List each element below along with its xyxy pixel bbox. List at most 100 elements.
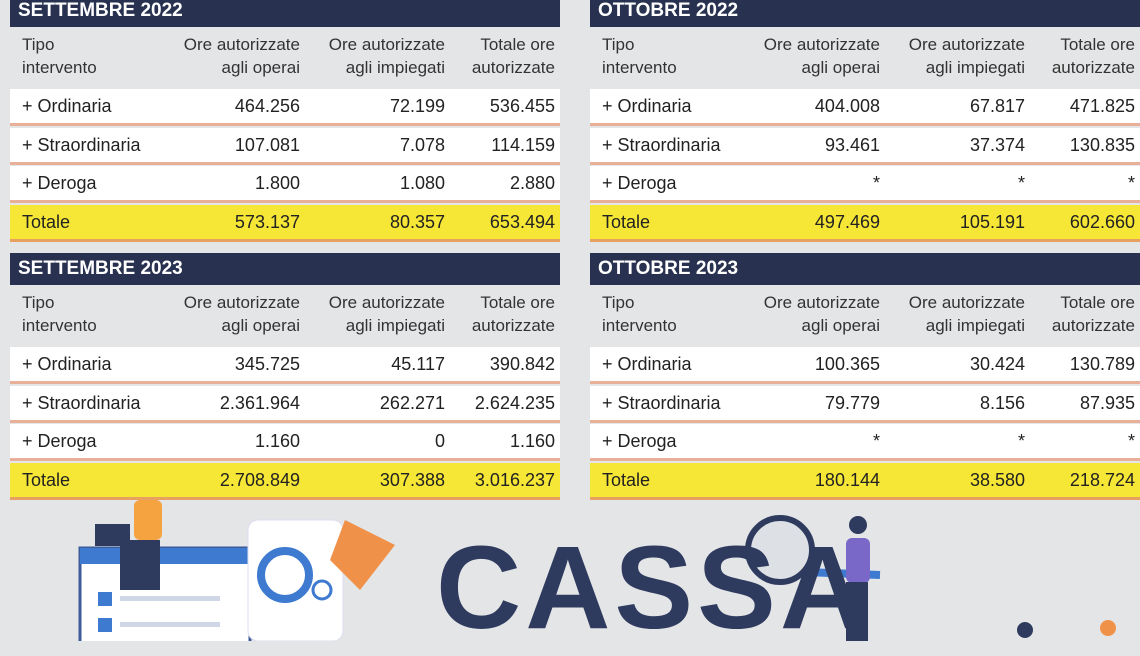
- table-cell: 390.842: [489, 354, 555, 374]
- table-row: Totale 573.137 80.357 653.494: [10, 204, 560, 242]
- column-header-line: intervento: [22, 316, 97, 335]
- table-row: + Ordinaria 404.008 67.817 471.825: [590, 89, 1140, 126]
- person-head: [1100, 620, 1116, 636]
- table-cell: 2.361.964: [219, 392, 300, 413]
- column-header-line: autorizzate: [471, 58, 555, 77]
- column-header-line: agli operai: [801, 58, 880, 77]
- table-cell: 30.424: [969, 354, 1025, 374]
- table-cell: 107.081: [234, 134, 300, 155]
- column-header-line: Ore autorizzate: [183, 293, 300, 312]
- column-header: Ore autorizzate agli impiegati: [909, 33, 1025, 79]
- document-header: [80, 548, 250, 564]
- table-cell: Totale: [602, 469, 651, 490]
- column-header-line: Ore autorizzate: [908, 293, 1025, 312]
- table-cell: 1.160: [254, 431, 300, 451]
- table-cell: 87.935: [1079, 392, 1135, 413]
- table-cell: + Ordinaria: [602, 354, 692, 374]
- table-cell: 2.880: [509, 173, 555, 193]
- table-cell: *: [872, 173, 880, 193]
- column-header-line: Ore autorizzate: [328, 293, 445, 312]
- column-header: Totale ore autorizzate: [472, 291, 555, 337]
- table-panel: OTTOBRE 2022 Tipo intervento Ore autorizzat…: [590, 0, 1140, 245]
- column-header-line: agli impiegati: [345, 316, 445, 335]
- table-row: Totale 2.708.849 307.388 3.016.237: [10, 462, 560, 500]
- table-cell: Totale: [602, 211, 651, 232]
- table-cell: 2.708.849: [219, 469, 300, 490]
- table-cell: *: [1127, 431, 1135, 451]
- column-header-line: Totale ore: [1060, 293, 1135, 312]
- magnifier: [745, 515, 815, 585]
- table-row: Totale 497.469 105.191 602.660: [590, 204, 1140, 242]
- table-title: OTTOBRE 2022: [598, 0, 739, 21]
- person-legs: [846, 582, 868, 641]
- line: [120, 622, 220, 627]
- shape: [330, 520, 395, 590]
- column-header-line: Ore autorizzate: [328, 35, 445, 54]
- table-cell: + Deroga: [22, 431, 97, 451]
- column-header: Tipo intervento: [602, 33, 677, 79]
- table-cell: 38.580: [969, 469, 1025, 490]
- column-header-line: agli impiegati: [925, 58, 1025, 77]
- table-title: OTTOBRE 2023: [598, 258, 739, 279]
- table-cell: 114.159: [491, 134, 555, 155]
- column-header: Ore autorizzate agli impiegati: [329, 33, 445, 79]
- column-header-line: intervento: [602, 316, 677, 335]
- table-row: + Deroga * * *: [590, 424, 1140, 461]
- table-cell: Totale: [22, 469, 71, 490]
- column-header: Ore autorizzate agli operai: [184, 291, 300, 337]
- table-cell: 180.144: [814, 469, 880, 490]
- column-header: Ore autorizzate agli operai: [764, 33, 880, 79]
- column-header-line: Totale ore: [480, 293, 555, 312]
- table-cell: + Deroga: [22, 173, 97, 193]
- column-header: Ore autorizzate agli impiegati: [329, 291, 445, 337]
- table-title: SETTEMBRE 2023: [18, 258, 183, 279]
- table-cell: *: [1127, 173, 1135, 193]
- column-header-line: Totale ore: [1060, 35, 1135, 54]
- column-header-line: intervento: [22, 58, 97, 77]
- table-cell: 80.357: [389, 211, 445, 232]
- table-cell: + Ordinaria: [602, 96, 692, 116]
- column-header: Ore autorizzate agli impiegati: [909, 291, 1025, 337]
- table-cell: 3.016.237: [474, 469, 555, 490]
- banner-text: CASSA: [436, 522, 870, 654]
- column-header: Tipo intervento: [22, 33, 97, 79]
- column-header-line: autorizzate: [1051, 316, 1135, 335]
- column-header-line: Ore autorizzate: [183, 35, 300, 54]
- column-header-line: Totale ore: [480, 35, 555, 54]
- column-header-line: intervento: [602, 58, 677, 77]
- column-header-line: autorizzate: [1051, 58, 1135, 77]
- column-header-line: Tipo: [22, 293, 55, 312]
- checkbox: [98, 618, 112, 632]
- table-cell: + Straordinaria: [602, 392, 721, 413]
- column-header-line: Ore autorizzate: [763, 35, 880, 54]
- table-cell: 105.191: [959, 211, 1025, 232]
- table-cell: 218.724: [1069, 469, 1135, 490]
- column-header-line: Tipo: [602, 293, 635, 312]
- column-header-line: agli impiegati: [345, 58, 445, 77]
- table-row: + Ordinaria 464.256 72.199 536.455: [10, 89, 560, 126]
- table-cell: 0: [434, 431, 445, 451]
- table-row: + Straordinaria 107.081 7.078 114.159: [10, 127, 560, 165]
- person-head: [849, 516, 867, 534]
- table-cell: Totale: [22, 211, 71, 232]
- table-cell: 8.156: [979, 392, 1025, 413]
- table-panel: OTTOBRE 2023 Tipo intervento Ore autorizzat…: [590, 253, 1140, 503]
- table-cell: *: [1017, 431, 1025, 451]
- person-body: [134, 500, 162, 540]
- table-cell: 1.800: [254, 173, 300, 193]
- table-cell: + Straordinaria: [22, 134, 141, 155]
- table-cell: 471.825: [1069, 96, 1135, 116]
- column-header-line: agli operai: [221, 58, 300, 77]
- table-cell: + Deroga: [602, 173, 677, 193]
- column-header-line: Ore autorizzate: [763, 293, 880, 312]
- column-header: Totale ore autorizzate: [1052, 291, 1135, 337]
- column-header: Totale ore autorizzate: [472, 33, 555, 79]
- table-cell: + Straordinaria: [602, 134, 721, 155]
- table-cell: + Deroga: [602, 431, 677, 451]
- person-legs: [120, 540, 160, 590]
- table-row: + Ordinaria 100.365 30.424 130.789: [590, 347, 1140, 384]
- table-row: + Deroga 1.160 0 1.160: [10, 424, 560, 461]
- table-cell: 79.779: [824, 392, 880, 413]
- table-cell: 93.461: [824, 134, 880, 155]
- table-row: Totale 180.144 38.580 218.724: [590, 462, 1140, 500]
